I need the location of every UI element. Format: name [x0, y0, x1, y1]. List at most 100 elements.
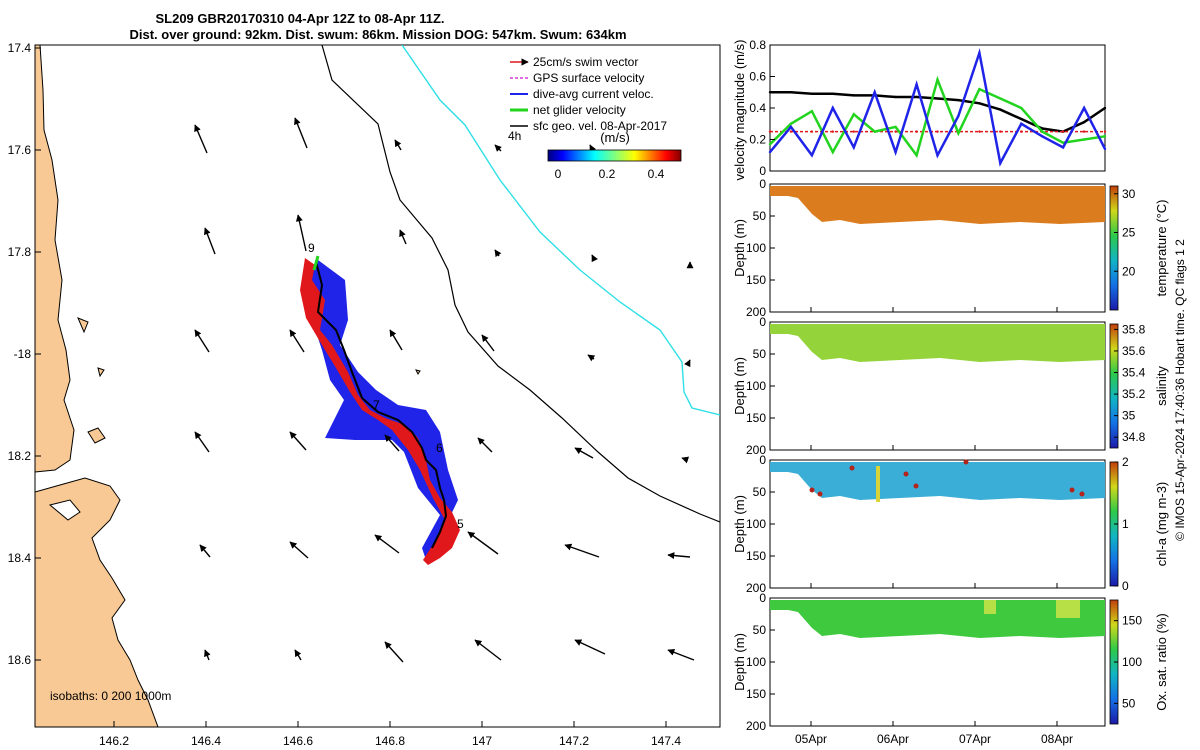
sfc-geo-arrow: [384, 434, 400, 452]
series-point: [957, 114, 960, 118]
series-point: [1040, 130, 1044, 133]
legend-label: sfc geo. vel. 08-Apr-2017: [533, 119, 667, 133]
depth-tick-label: 0: [759, 453, 766, 467]
series-point: [852, 130, 855, 133]
lon-tick-label: 147.2: [559, 734, 589, 748]
sfc-geo-velocity-arrows: [194, 117, 695, 663]
series-point: [1082, 138, 1086, 141]
series-point: [1103, 147, 1107, 151]
sfc-geo-arrow: [681, 456, 690, 464]
sfc-geo-arrow: [589, 144, 596, 153]
chl-high-point: [809, 487, 815, 493]
chl-high-point: [963, 459, 969, 465]
series-point: [936, 154, 939, 157]
depth-tick-label: 150: [746, 687, 766, 701]
series-point: [957, 132, 960, 135]
series-point: [1103, 130, 1107, 133]
depth-ylabel: Depth (m): [732, 495, 747, 553]
sfc-geo-arrow: [384, 641, 404, 663]
series-point: [810, 109, 814, 113]
depth-panel-0: 0 50 100 150 200 Depth (m) 20 25 30 temperature (…: [732, 177, 1169, 319]
series-point: [915, 154, 918, 157]
series-point: [1061, 130, 1065, 133]
series-point: [1061, 141, 1065, 144]
island: [77, 317, 89, 334]
lat-tick-label: 17.4: [8, 41, 32, 55]
time-axis: 05Apr 06Apr 07Apr 08Apr: [795, 732, 1073, 746]
velocity-ylabel: velocity magnitude (m/s): [732, 40, 747, 181]
series-point: [936, 130, 939, 133]
track-label: 5: [457, 517, 464, 531]
series-point: [894, 150, 897, 154]
series-point: [831, 106, 835, 110]
island: [97, 367, 105, 378]
series-point: [1082, 130, 1086, 133]
sfc-geo-arrow: [494, 144, 502, 152]
sfc-geo-arrow: [289, 329, 305, 353]
depth-tick-label: 50: [753, 209, 767, 223]
oxygen-highlight: [1056, 600, 1080, 618]
series-point: [789, 130, 793, 133]
depth-tick-label: 150: [746, 273, 766, 287]
mainland-coast: [35, 45, 75, 473]
sfc-geo-arrow: [394, 139, 402, 151]
sfc-geo-arrow: [194, 329, 210, 353]
series-point: [831, 150, 835, 154]
series-point: [810, 92, 814, 96]
colorbar-tick-label: 150: [1122, 614, 1142, 628]
speed-colorbar: [547, 149, 682, 162]
colorbar-tick-label: 50: [1122, 696, 1136, 710]
chl-high-point: [849, 465, 855, 471]
series-point: [894, 130, 897, 133]
legend-label: GPS surface velocity: [533, 71, 644, 85]
series-point: [768, 150, 772, 154]
depth-colorbar: [1109, 185, 1119, 311]
colorbar-tick-label: 2: [1122, 455, 1129, 469]
colorbar-tick-label: 1: [1122, 517, 1129, 531]
isobaths-label: isobaths: 0 200 1000m: [50, 689, 171, 703]
colorbar-tick-label: 35.4: [1122, 366, 1146, 380]
chl-high-point: [913, 483, 919, 489]
series-point: [978, 102, 981, 105]
sfc-geo-arrow: [294, 117, 308, 149]
sfc-geo-arrow: [587, 354, 596, 362]
depth-tick-label: 200: [746, 581, 766, 595]
chl-high-point: [903, 471, 909, 477]
sfc-geo-arrow: [467, 531, 499, 555]
depth-tick-label: 100: [746, 517, 766, 531]
island: [87, 427, 106, 444]
colorbar-tick-label: 100: [1122, 655, 1142, 669]
series-point: [978, 51, 981, 55]
series-point: [768, 91, 772, 94]
colorbar-tick-label: 30: [1122, 187, 1136, 201]
track-label: 9: [308, 241, 315, 255]
series-point: [831, 130, 835, 133]
depth-ylabel: Depth (m): [732, 219, 747, 277]
sfc-geo-arrow: [474, 639, 502, 661]
title-line1: SL209 GBR20170310 04-Apr 12Z to 08-Apr 1…: [155, 11, 444, 26]
lon-tick-label: 146.4: [191, 734, 221, 748]
footer-note: © IMOS 15-Apr-2024 17:40:36 Hobart time.…: [1173, 239, 1187, 541]
sfc-geo-arrow: [399, 229, 407, 245]
velocity-tick-label: 0.6: [749, 70, 766, 84]
chl-high-point: [1079, 491, 1085, 497]
colorbar-tick-label: 35.6: [1122, 344, 1146, 358]
sfc-geo-arrow: [203, 227, 216, 255]
lat-tick-label: 18.2: [8, 449, 32, 463]
depth-tick-label: 0: [759, 315, 766, 329]
net-glider-velocity: [312, 255, 320, 271]
dive-avg-current-swath: [302, 260, 458, 560]
sfc-geo-arrow: [564, 543, 600, 558]
legend-time: 4h: [508, 129, 521, 143]
map-frame: [34, 44, 721, 728]
depth-data-fill: [770, 600, 1105, 638]
series-point: [1020, 130, 1023, 133]
colorbar-tick-label: 34.8: [1122, 430, 1146, 444]
series-point: [915, 130, 918, 133]
lat-tick-label: -18: [14, 347, 32, 361]
velocity-tick-label: 0: [759, 164, 766, 178]
depth-ylabel: Depth (m): [732, 357, 747, 415]
series-point: [1082, 106, 1086, 110]
chl-highlight: [876, 466, 880, 502]
series-point: [957, 98, 960, 102]
